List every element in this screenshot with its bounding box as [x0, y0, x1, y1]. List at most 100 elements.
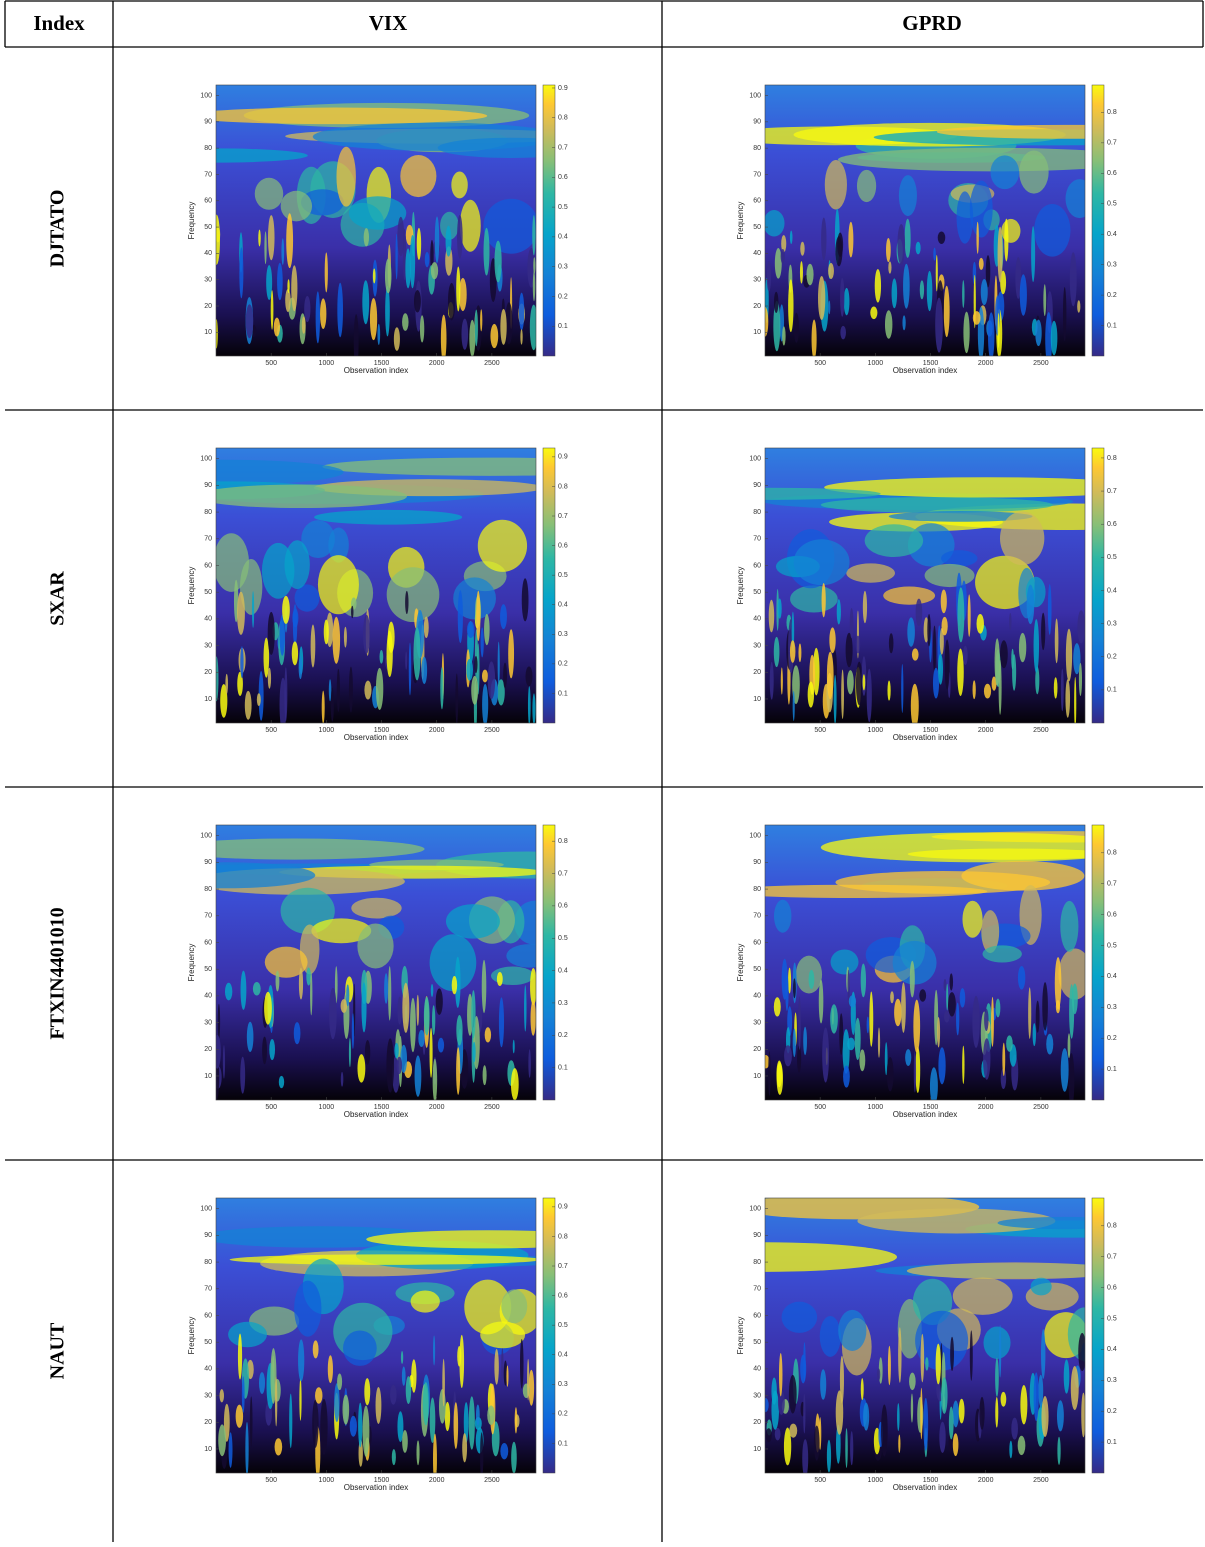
heatmap-blob — [460, 200, 481, 252]
colorbar-tick-label: 0.8 — [558, 838, 568, 845]
x-tick-label: 2000 — [429, 1477, 445, 1484]
heatmap-streak — [1061, 669, 1064, 712]
heatmap-streak — [916, 599, 923, 627]
heatmap-streak — [822, 1027, 829, 1082]
heatmap-blob — [501, 1289, 527, 1323]
heatmap-streak — [225, 983, 232, 1001]
heatmap-streak — [1042, 982, 1048, 1031]
heatmap-streak — [774, 637, 780, 667]
colorbar-tick-label: 0.1 — [1107, 322, 1117, 329]
y-tick-label: 60 — [204, 939, 212, 946]
heatmap-streak — [1009, 613, 1011, 630]
heatmap-streak — [983, 1038, 990, 1080]
y-tick-label: 30 — [753, 1392, 761, 1399]
colorbar-tick-label: 0.6 — [1107, 1284, 1117, 1291]
heatmap-streak — [1057, 1400, 1064, 1431]
x-tick-label: 2000 — [978, 360, 994, 367]
x-tick-label: 2000 — [429, 360, 445, 367]
heatmap-streak — [455, 673, 458, 724]
heatmap-streak — [927, 271, 933, 311]
heatmap-streak — [775, 1428, 781, 1440]
heatmap-streak — [897, 224, 905, 265]
heatmap-blob — [336, 147, 355, 207]
colorbar-tick-label: 0.8 — [558, 1233, 568, 1240]
heatmap-streak — [257, 693, 261, 706]
colorbar-tick-label: 0.4 — [1107, 1346, 1117, 1353]
heatmap-blob — [990, 155, 1019, 189]
row-label: DJTATO — [47, 190, 69, 268]
heatmap-streak — [803, 1342, 805, 1381]
heatmap-streak — [262, 1037, 267, 1065]
heatmap-streak — [771, 1390, 779, 1429]
heatmap-streak — [503, 663, 507, 689]
heatmap-streak — [421, 657, 427, 684]
heatmap-streak — [482, 670, 488, 683]
heatmap-streak — [239, 247, 243, 298]
heatmap-streak — [448, 283, 455, 321]
heatmap-streak — [476, 591, 480, 641]
header-cell: GPRD — [902, 11, 962, 35]
heatmap-streak — [484, 228, 490, 276]
y-tick-label: 10 — [753, 329, 761, 336]
heatmap-streak — [788, 279, 793, 332]
heatmap-streak — [898, 1435, 900, 1453]
y-tick-label: 60 — [753, 562, 761, 569]
heatmap-band — [937, 125, 1194, 139]
heatmap-streak — [511, 1442, 517, 1474]
coherence-plot: 5001000150020002500102030405060708090100… — [124, 85, 585, 375]
colorbar-tick-label: 0.7 — [1107, 140, 1117, 147]
x-tick-label: 2000 — [429, 727, 445, 734]
y-tick-label: 50 — [204, 589, 212, 596]
heatmap-streak — [253, 982, 261, 996]
heatmap-streak — [341, 1072, 344, 1087]
heatmap-streak — [812, 319, 817, 359]
heatmap-streak — [431, 262, 438, 279]
heatmap-streak — [1001, 1392, 1007, 1407]
colorbar-tick-label: 0.6 — [1107, 911, 1117, 918]
heatmap-streak — [821, 218, 826, 261]
heatmap-streak — [328, 1355, 333, 1383]
heatmap-streak — [390, 1385, 396, 1405]
colorbar — [1092, 1198, 1104, 1473]
heatmap-streak — [275, 1438, 283, 1455]
heatmap-streak — [313, 1340, 319, 1358]
heatmap-streak — [777, 1062, 783, 1095]
heatmap-streak — [351, 606, 353, 618]
heatmap-streak — [316, 291, 320, 343]
heatmap-streak — [476, 1404, 480, 1425]
heatmap-streak — [963, 312, 969, 354]
heatmap-streak — [1051, 321, 1058, 356]
heatmap-streak — [818, 276, 825, 320]
x-axis-label: Observation index — [893, 1110, 957, 1119]
x-tick-label: 2000 — [429, 1104, 445, 1111]
heatmap-streak — [475, 309, 478, 346]
heatmap-streak — [500, 309, 506, 345]
heatmap-streak — [246, 304, 254, 338]
heatmap-streak — [798, 996, 801, 1050]
heatmap-blob — [343, 1330, 377, 1365]
heatmap-streak — [863, 1403, 869, 1431]
header-cell: VIX — [369, 11, 408, 35]
heatmap-streak — [920, 1388, 922, 1439]
heatmap-streak — [242, 1376, 245, 1412]
heatmap-blob — [899, 175, 917, 216]
heatmap-streak — [948, 992, 956, 1016]
heatmap-streak — [991, 997, 994, 1047]
heatmap-streak — [417, 995, 419, 1026]
heatmap-streak — [998, 313, 1000, 348]
heatmap-blob — [857, 170, 876, 202]
heatmap-streak — [957, 587, 964, 642]
heatmap-streak — [802, 1439, 808, 1478]
heatmap-streak — [827, 652, 834, 700]
heatmap-streak — [859, 1049, 865, 1071]
heatmap-streak — [397, 1057, 403, 1074]
y-tick-label: 60 — [753, 1312, 761, 1319]
y-tick-label: 100 — [749, 92, 761, 99]
heatmap-streak — [286, 213, 293, 268]
heatmap-streak — [935, 298, 943, 353]
heatmap-streak — [767, 261, 771, 291]
heatmap-streak — [329, 988, 337, 1039]
heatmap-blob — [865, 524, 923, 557]
x-tick-label: 2500 — [484, 1477, 500, 1484]
